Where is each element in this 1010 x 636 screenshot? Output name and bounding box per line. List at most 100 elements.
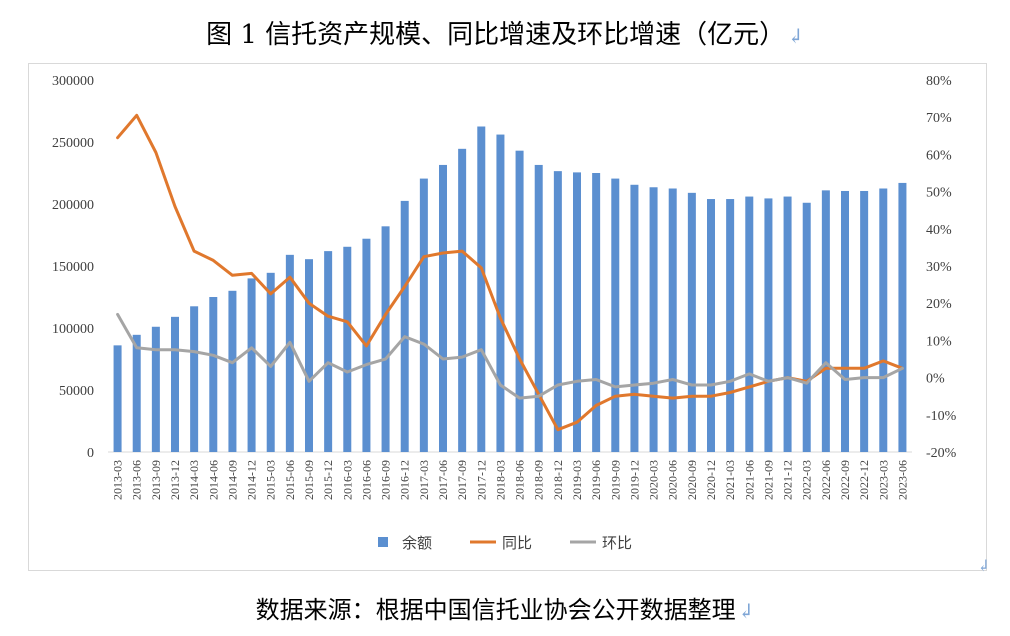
bar bbox=[668, 188, 677, 452]
data-source-note: 数据来源：根据中国信托业协会公开数据整理 ↲ bbox=[0, 590, 1010, 625]
x-tick-label: 2016-06 bbox=[359, 460, 373, 500]
y-right-tick-label: 80% bbox=[926, 74, 952, 89]
bar bbox=[247, 278, 256, 452]
bar-series bbox=[113, 126, 907, 453]
y-left-tick-label: 150000 bbox=[52, 260, 94, 275]
y-left-tick-label: 100000 bbox=[52, 322, 94, 337]
y-left-tick-label: 300000 bbox=[52, 74, 94, 89]
x-tick-label: 2021-06 bbox=[742, 460, 756, 500]
x-tick-label: 2018-06 bbox=[513, 460, 527, 500]
x-tick-label: 2017-12 bbox=[474, 460, 488, 500]
bar bbox=[611, 178, 620, 452]
bar bbox=[209, 297, 218, 452]
x-tick-label: 2013-03 bbox=[111, 460, 125, 500]
bar bbox=[132, 334, 141, 452]
y-right-tick-label: 50% bbox=[926, 186, 952, 201]
x-tick-label: 2018-03 bbox=[493, 460, 507, 500]
x-tick-label: 2019-03 bbox=[570, 460, 584, 500]
x-tick-label: 2015-12 bbox=[321, 460, 335, 500]
x-tick-label: 2016-03 bbox=[340, 460, 354, 500]
bar bbox=[439, 164, 447, 452]
x-tick-label: 2020-09 bbox=[685, 460, 699, 500]
x-tick-label: 2021-03 bbox=[723, 460, 737, 500]
x-tick-label: 2017-09 bbox=[455, 460, 469, 500]
bar bbox=[171, 316, 179, 452]
bar bbox=[649, 187, 658, 452]
bar bbox=[898, 182, 907, 453]
y-right-tick-label: 40% bbox=[926, 223, 952, 238]
x-tick-label: 2014-03 bbox=[187, 460, 201, 500]
bar bbox=[726, 199, 735, 452]
legend-label: 余额 bbox=[402, 534, 432, 552]
bar bbox=[821, 190, 830, 453]
x-tick-label: 2020-12 bbox=[704, 460, 718, 500]
bar bbox=[477, 126, 486, 452]
line-qoq bbox=[116, 312, 904, 400]
bar bbox=[151, 326, 160, 452]
x-tick-label: 2022-12 bbox=[857, 460, 871, 500]
y-right-tick-label: -10% bbox=[926, 409, 957, 424]
bar bbox=[343, 246, 352, 452]
paragraph-mark-icon: ↲ bbox=[787, 24, 804, 48]
x-tick-label: 2021-12 bbox=[781, 460, 795, 500]
bar bbox=[228, 290, 237, 452]
x-tick-label: 2019-12 bbox=[627, 460, 641, 500]
x-tick-label: 2023-03 bbox=[876, 460, 890, 500]
y-right-tick-label: 10% bbox=[926, 334, 952, 349]
line-series bbox=[116, 113, 904, 432]
bar bbox=[860, 190, 869, 453]
legend-swatch-balance bbox=[378, 537, 388, 547]
bar bbox=[802, 202, 811, 452]
y-left-tick-label: 0 bbox=[87, 446, 94, 461]
bar bbox=[841, 190, 849, 453]
bar bbox=[573, 172, 581, 452]
y-right-tick-label: 20% bbox=[926, 297, 952, 312]
y-left-tick-label: 200000 bbox=[52, 198, 94, 213]
axes: 0 50000 100000 150000 200000 250000 300000 -20%… bbox=[52, 74, 957, 500]
y-right-tick-label: 60% bbox=[926, 148, 952, 163]
x-tick-label: 2019-09 bbox=[608, 460, 622, 500]
bar bbox=[458, 148, 467, 452]
y-right-tick-label: 30% bbox=[926, 260, 952, 275]
bar bbox=[190, 306, 199, 452]
data-source-text: 数据来源：根据中国信托业协会公开数据整理 bbox=[255, 596, 736, 624]
y-right-tick-label: 0% bbox=[926, 372, 945, 387]
bar bbox=[400, 200, 409, 452]
chart-frame bbox=[28, 63, 987, 571]
bar bbox=[496, 134, 505, 452]
bar bbox=[266, 272, 275, 452]
x-tick-label: 2015-09 bbox=[302, 460, 316, 500]
bar bbox=[285, 254, 294, 452]
legend-label: 环比 bbox=[602, 534, 632, 552]
bar bbox=[592, 173, 601, 452]
legend: 余额 同比 环比 bbox=[378, 534, 632, 552]
x-tick-label: 2018-09 bbox=[532, 460, 546, 500]
x-tick-label: 2013-06 bbox=[130, 460, 144, 500]
y-left-tick-label: 50000 bbox=[59, 384, 94, 399]
x-tick-label: 2014-12 bbox=[245, 460, 259, 500]
x-tick-label: 2022-06 bbox=[819, 460, 833, 500]
x-tick-label: 2020-06 bbox=[666, 460, 680, 500]
x-tick-label: 2013-09 bbox=[149, 460, 163, 500]
x-tick-label: 2014-09 bbox=[225, 460, 239, 500]
x-tick-label: 2017-03 bbox=[417, 460, 431, 500]
bar bbox=[879, 188, 888, 452]
x-tick-label: 2017-06 bbox=[436, 460, 450, 500]
chart-title: 图 1 信托资产规模、同比增速及环比增速（亿元） ↲ bbox=[0, 14, 1010, 51]
x-tick-label: 2020-03 bbox=[647, 460, 661, 500]
bar bbox=[515, 150, 524, 452]
y-right-tick-label: 70% bbox=[926, 111, 952, 126]
y-left-tick-label: 250000 bbox=[52, 136, 94, 151]
x-tick-label: 2021-09 bbox=[761, 460, 775, 500]
x-tick-label: 2016-09 bbox=[379, 460, 393, 500]
x-tick-label: 2018-12 bbox=[551, 460, 565, 500]
chart-title-text: 图 1 信托资产规模、同比增速及环比增速（亿元） bbox=[206, 20, 786, 50]
bar bbox=[764, 198, 773, 452]
bar bbox=[324, 251, 333, 452]
y-right-tick-label: -20% bbox=[926, 446, 957, 461]
x-tick-label: 2023-06 bbox=[895, 460, 909, 500]
x-tick-label: 2022-03 bbox=[800, 460, 814, 500]
bar bbox=[305, 259, 313, 452]
bar bbox=[783, 196, 792, 452]
